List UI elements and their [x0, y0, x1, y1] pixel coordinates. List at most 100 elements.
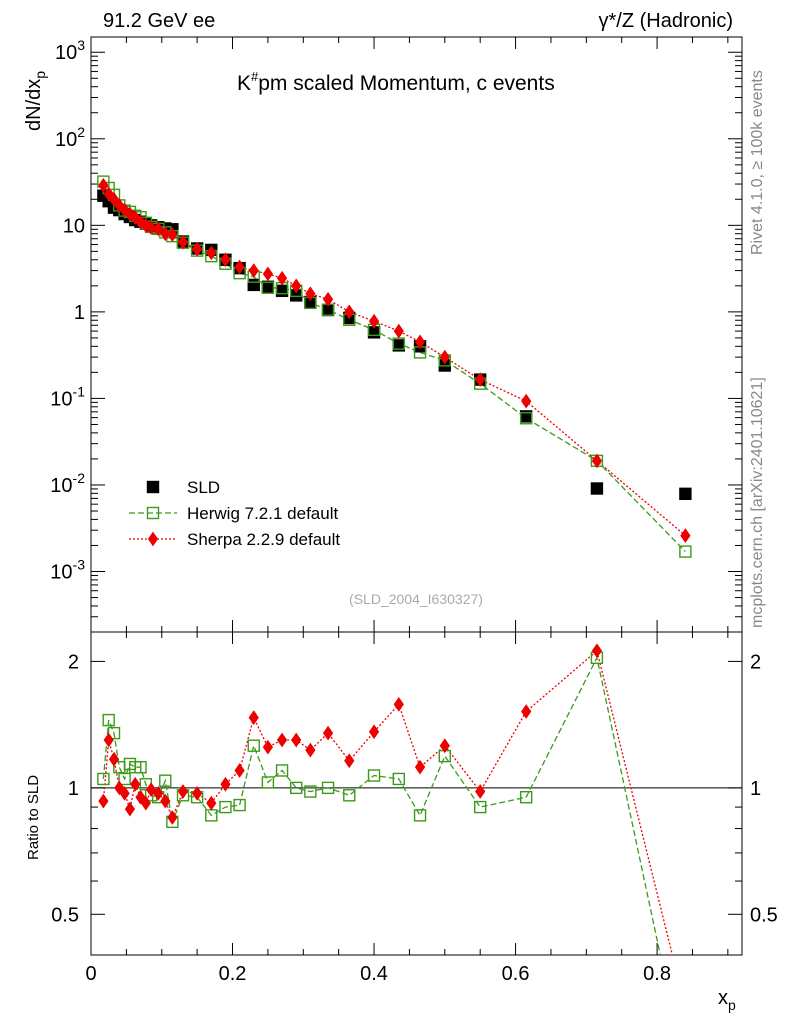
- herwig-point: [519, 412, 533, 425]
- sherpa-ratio-point: [322, 725, 334, 741]
- sherpa-point: [146, 220, 157, 236]
- sherpa-ratio-point: [276, 732, 288, 748]
- sherpa-ratio-point: [220, 776, 231, 792]
- sherpa-ratio-point: [108, 751, 120, 767]
- sherpa-point: [206, 245, 217, 261]
- sherpa-ratio-point: [124, 801, 136, 817]
- sld-point: [590, 482, 604, 495]
- herwig-ratio-point: [367, 769, 381, 782]
- legend-label: SLD: [187, 478, 220, 497]
- sherpa-ratio-point: [248, 710, 259, 725]
- sherpa-ratio-line: [102, 649, 674, 955]
- analysis-tag: (SLD_2004_I630327): [349, 591, 483, 607]
- ratio-tick-label: 0.5: [51, 904, 79, 926]
- sherpa-point: [439, 349, 450, 365]
- sherpa-point: [192, 241, 203, 257]
- x-tick-label: 0.4: [360, 963, 388, 985]
- sherpa-ratio-point: [414, 759, 426, 775]
- herwig-ratio-point: [519, 791, 533, 804]
- y-tick-label: 10-3: [50, 557, 85, 584]
- legend-sherpa-marker: [147, 531, 159, 547]
- sherpa-point: [680, 528, 691, 543]
- sherpa-ratio-point: [160, 793, 171, 809]
- sherpa-ratio-point: [368, 724, 380, 740]
- herwig-ratio-point: [118, 772, 131, 786]
- sherpa-ratio-point: [119, 786, 130, 801]
- sherpa-point: [167, 227, 178, 243]
- herwig-point: [261, 281, 275, 294]
- herwig-ratio-point: [413, 809, 427, 822]
- legend-label: Herwig 7.2.1 default: [187, 504, 338, 523]
- sherpa-ratio-point: [103, 732, 114, 748]
- version-label: Rivet 4.1.0, ≥ 100k events: [749, 70, 766, 255]
- sherpa-ratio-point: [291, 732, 302, 748]
- sherpa-ratio-point: [167, 810, 178, 825]
- sherpa-point: [248, 263, 259, 278]
- sherpa-point: [305, 286, 316, 302]
- y-tick-label: 1: [74, 302, 85, 324]
- ratio-tick-label-right: 1: [750, 778, 761, 800]
- sld-point: [679, 487, 692, 501]
- sld-point: [275, 284, 289, 298]
- sherpa-ratio-point: [130, 776, 141, 792]
- sherpa-ratio-point: [146, 782, 157, 798]
- herwig-ratio-point: [321, 781, 335, 795]
- sherpa-ratio-point: [521, 704, 532, 719]
- sherpa-point: [177, 234, 189, 250]
- sherpa-point: [108, 191, 120, 207]
- ratio-axis-label: Ratio to SLD: [25, 775, 42, 860]
- sherpa-ratio-point: [206, 795, 217, 811]
- sherpa-point: [160, 226, 171, 242]
- sherpa-point: [368, 313, 380, 329]
- sherpa-point: [262, 266, 274, 282]
- sherpa-ratio-point: [439, 738, 450, 754]
- herwig-ratio-point: [275, 764, 289, 777]
- y-tick-label: 10: [63, 215, 85, 237]
- sherpa-point: [234, 259, 245, 275]
- sherpa-ratio-point: [344, 753, 355, 769]
- sherpa-ratio-point: [262, 739, 274, 755]
- sherpa-ratio-point: [153, 786, 164, 801]
- sherpa-point: [591, 453, 603, 469]
- legend-herwig-marker: [146, 506, 160, 520]
- herwig-ratio-line: [102, 655, 661, 955]
- x-tick-label: 0.8: [643, 963, 671, 985]
- sherpa-ratio-point: [140, 795, 151, 811]
- x-tick-label: 0: [85, 963, 96, 985]
- sherpa-ratio-point: [305, 742, 316, 758]
- sherpa-ratio-point: [393, 697, 404, 712]
- y-tick-label: 102: [55, 124, 85, 151]
- chart-title-text: pm scaled Momentum, c events: [258, 72, 554, 95]
- ratio-tick-label: 1: [68, 778, 79, 800]
- header-right: γ*/Z (Hadronic): [599, 10, 733, 32]
- herwig-ratio-point: [219, 800, 232, 814]
- site-label: mcplots.cern.ch [arXiv:2401.10621]: [749, 377, 766, 628]
- sherpa-point: [276, 270, 288, 286]
- x-axis-label: xp: [718, 987, 736, 1013]
- ratio-tick-label: 2: [68, 651, 79, 673]
- herwig-ratio-point: [261, 776, 275, 789]
- sherpa-point: [521, 393, 532, 409]
- sherpa-ratio-point: [135, 789, 146, 805]
- sherpa-point: [322, 291, 334, 307]
- sherpa-ratio-point: [234, 763, 245, 778]
- sherpa-point: [130, 210, 141, 225]
- sherpa-point: [135, 214, 146, 230]
- sherpa-point: [291, 278, 302, 294]
- y-tick-label: 103: [55, 37, 85, 64]
- herwig-ratio-point: [97, 772, 110, 786]
- sherpa-ratio-point: [475, 784, 486, 799]
- herwig-ratio-point: [247, 739, 260, 752]
- sherpa-point: [393, 323, 404, 339]
- herwig-ratio-point: [343, 789, 356, 802]
- sherpa-point: [344, 304, 355, 320]
- sherpa-ratio-point: [591, 643, 603, 659]
- x-tick-label: 0.6: [502, 963, 530, 985]
- sherpa-ratio-point: [98, 793, 109, 809]
- herwig-ratio-point: [290, 781, 303, 795]
- herwig-ratio-point: [392, 772, 406, 786]
- herwig-point: [679, 545, 692, 558]
- sherpa-point: [220, 252, 231, 268]
- sherpa-point: [153, 221, 164, 237]
